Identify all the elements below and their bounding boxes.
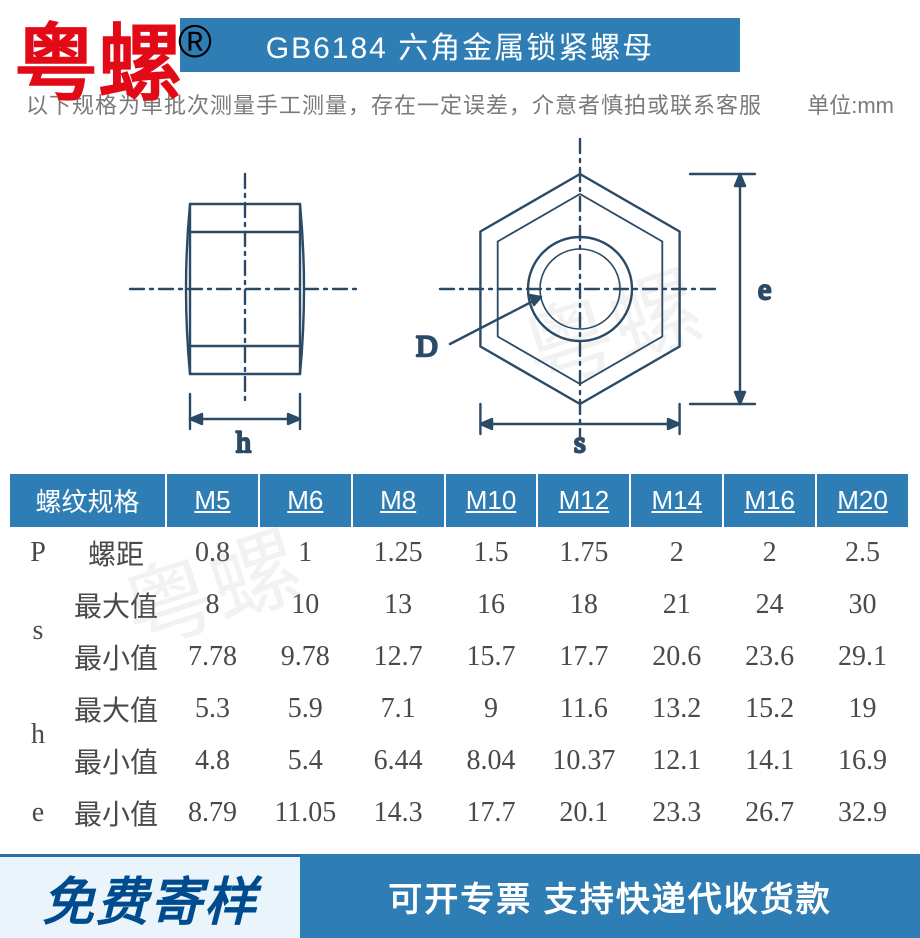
footer-bar: 免费寄样 可开专票 支持快递代收货款 (0, 854, 920, 938)
header-spec: 螺纹规格 (10, 474, 166, 527)
spec-table: 螺纹规格 M5 M6 M8 M10 M12 M14 M16 M20 P螺距0.8… (10, 474, 910, 839)
group-symbol: P (10, 527, 66, 579)
registered-symbol: ® (178, 15, 212, 67)
cell: 16 (445, 579, 538, 631)
cell: 20.1 (537, 787, 630, 839)
title-bar: GB6184 六角金属锁紧螺母 (180, 18, 740, 72)
label-h: h (236, 426, 251, 454)
header-col: M8 (352, 474, 445, 527)
cell: 20.6 (630, 631, 723, 683)
table-row: 最小值7.789.7812.715.717.720.623.629.1 (10, 631, 909, 683)
cell: 16.9 (816, 735, 909, 787)
cell: 11.05 (259, 787, 352, 839)
cell: 11.6 (537, 683, 630, 735)
cell: 1.25 (352, 527, 445, 579)
brand-text: 粤螺 (14, 19, 182, 112)
footer-left: 免费寄样 (0, 854, 300, 938)
header-col: M5 (166, 474, 259, 527)
cell: 24 (723, 579, 816, 631)
cell: 12.1 (630, 735, 723, 787)
cell: 18 (537, 579, 630, 631)
cell: 9.78 (259, 631, 352, 683)
cell: 21 (630, 579, 723, 631)
cell: 10 (259, 579, 352, 631)
cell: 9 (445, 683, 538, 735)
cell: 1.5 (445, 527, 538, 579)
header-col: M14 (630, 474, 723, 527)
header-col: M16 (723, 474, 816, 527)
cell: 23.3 (630, 787, 723, 839)
cell: 29.1 (816, 631, 909, 683)
label-d: D (416, 330, 438, 363)
cell: 1 (259, 527, 352, 579)
table-header-row: 螺纹规格 M5 M6 M8 M10 M12 M14 M16 M20 (10, 474, 909, 527)
table-row: s最大值810131618212430 (10, 579, 909, 631)
spec-table-wrap: 螺纹规格 M5 M6 M8 M10 M12 M14 M16 M20 P螺距0.8… (10, 474, 910, 839)
row-label: 螺距 (66, 527, 166, 579)
cell: 13 (352, 579, 445, 631)
cell: 19 (816, 683, 909, 735)
technical-diagram: h D s (0, 134, 920, 464)
footer-right: 可开专票 支持快递代收货款 (300, 854, 920, 938)
cell: 2 (630, 527, 723, 579)
cell: 23.6 (723, 631, 816, 683)
brand-logo: 粤螺® (14, 24, 216, 108)
header-col: M20 (816, 474, 909, 527)
cell: 12.7 (352, 631, 445, 683)
cell: 7.78 (166, 631, 259, 683)
cell: 7.1 (352, 683, 445, 735)
cell: 15.2 (723, 683, 816, 735)
row-label: 最小值 (66, 735, 166, 787)
table-row: P螺距0.811.251.51.75222.5 (10, 527, 909, 579)
table-row: 最小值4.85.46.448.0410.3712.114.116.9 (10, 735, 909, 787)
table-row: e最小值8.7911.0514.317.720.123.326.732.9 (10, 787, 909, 839)
row-label: 最小值 (66, 631, 166, 683)
cell: 26.7 (723, 787, 816, 839)
cell: 30 (816, 579, 909, 631)
cell: 6.44 (352, 735, 445, 787)
header-col: M6 (259, 474, 352, 527)
cell: 14.3 (352, 787, 445, 839)
row-label: 最小值 (66, 787, 166, 839)
cell: 5.3 (166, 683, 259, 735)
cell: 10.37 (537, 735, 630, 787)
label-e: e (758, 273, 771, 306)
cell: 32.9 (816, 787, 909, 839)
group-symbol: e (10, 787, 66, 839)
table-row: h最大值5.35.97.1911.613.215.219 (10, 683, 909, 735)
cell: 5.4 (259, 735, 352, 787)
label-s: s (574, 426, 586, 454)
cell: 8.79 (166, 787, 259, 839)
cell: 1.75 (537, 527, 630, 579)
cell: 8 (166, 579, 259, 631)
cell: 17.7 (537, 631, 630, 683)
cell: 8.04 (445, 735, 538, 787)
cell: 17.7 (445, 787, 538, 839)
header-col: M12 (537, 474, 630, 527)
cell: 2.5 (816, 527, 909, 579)
cell: 0.8 (166, 527, 259, 579)
row-label: 最大值 (66, 683, 166, 735)
unit-text: 单位:mm (807, 88, 894, 120)
group-symbol: h (10, 683, 66, 787)
group-symbol: s (10, 579, 66, 683)
cell: 4.8 (166, 735, 259, 787)
cell: 14.1 (723, 735, 816, 787)
cell: 15.7 (445, 631, 538, 683)
cell: 13.2 (630, 683, 723, 735)
cell: 2 (723, 527, 816, 579)
row-label: 最大值 (66, 579, 166, 631)
header-col: M10 (445, 474, 538, 527)
cell: 5.9 (259, 683, 352, 735)
